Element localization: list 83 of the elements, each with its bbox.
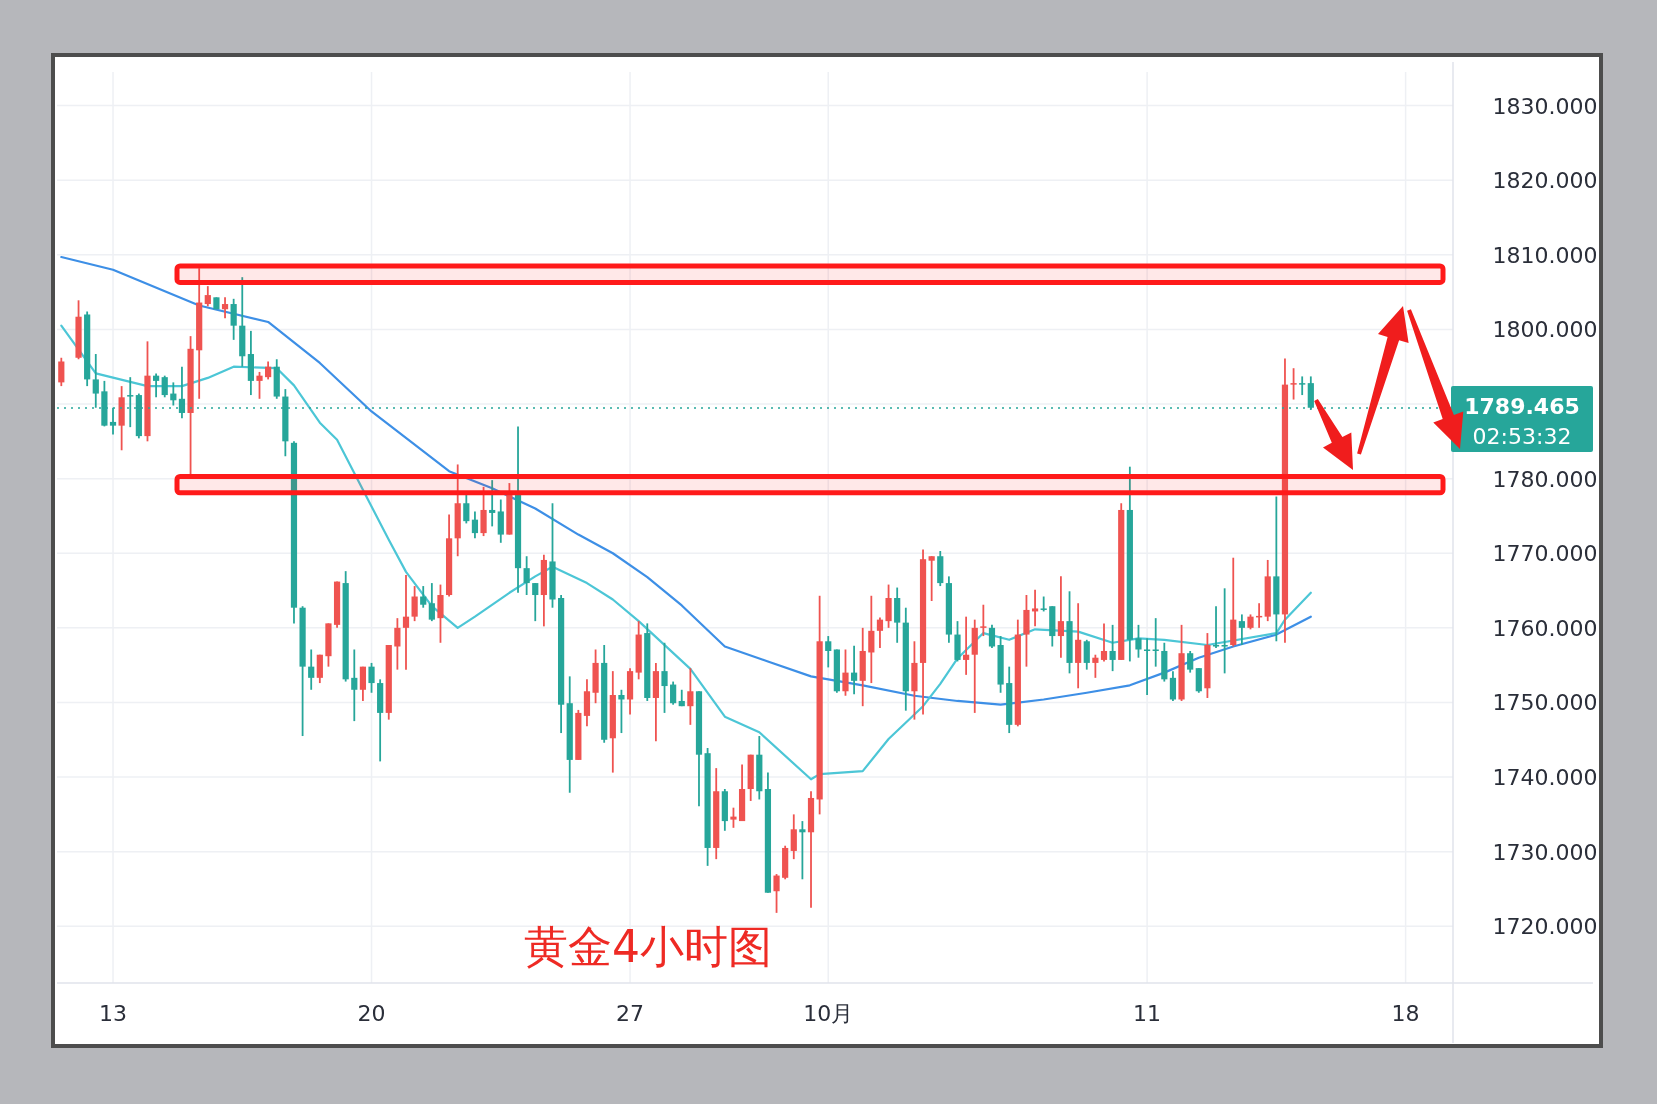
ref-line-label: 1789.465 — [1464, 394, 1580, 420]
candlestick — [1221, 587, 1228, 675]
candlestick — [790, 813, 797, 861]
y-tick-label: 1720.000 — [1492, 914, 1598, 940]
candlestick — [1100, 622, 1108, 663]
candlestick — [885, 583, 892, 629]
candlestick — [411, 585, 418, 623]
candlestick — [1057, 575, 1065, 659]
x-tick-label: 10月 — [803, 1001, 854, 1026]
candlestick — [730, 806, 737, 829]
candlestick — [471, 510, 479, 540]
candlestick — [868, 594, 875, 684]
candlestick — [308, 648, 315, 691]
y-tick-label: 1800.000 — [1492, 317, 1598, 343]
candlestick — [773, 873, 780, 914]
candlestick — [1109, 623, 1116, 673]
candlestick — [661, 641, 668, 714]
candlestick — [1187, 650, 1194, 674]
text: 02:53:32 — [1472, 424, 1572, 450]
x-tick-label: 18 — [1391, 1001, 1420, 1026]
y-tick-label: 1830.000 — [1492, 93, 1598, 119]
candlestick — [851, 644, 858, 696]
candlestick — [1212, 605, 1220, 649]
candlestick — [368, 662, 375, 694]
candlestick — [58, 356, 65, 388]
candlestick — [1290, 367, 1297, 401]
candlestick — [963, 615, 970, 676]
y-tick-label: 1810.000 — [1492, 242, 1598, 268]
candlestick — [1031, 588, 1039, 628]
candlestick — [497, 498, 504, 544]
y-tick-label: 1750.000 — [1492, 690, 1598, 716]
candlestick — [1135, 623, 1142, 659]
candlestick — [351, 648, 358, 723]
candlestick — [402, 573, 410, 671]
candlestick — [876, 616, 884, 649]
candlestick — [1238, 613, 1245, 646]
candlestick — [394, 617, 401, 671]
x-tick-label: 27 — [616, 1001, 645, 1026]
y-tick-label: 1730.000 — [1492, 839, 1598, 865]
candlestick — [842, 648, 849, 697]
x-tick-label: 11 — [1133, 1001, 1162, 1026]
y-tick-label: 1770.000 — [1492, 541, 1598, 567]
candlestick — [204, 285, 211, 308]
candlestick — [532, 582, 539, 623]
x-tick-label: 13 — [99, 1001, 128, 1026]
candlestick — [980, 603, 987, 637]
candlestick — [161, 374, 168, 399]
y-tick-label: 1820.000 — [1492, 168, 1598, 194]
y-tick-label: 1740.000 — [1492, 765, 1598, 791]
candlestick — [1075, 602, 1082, 690]
line-series — [60, 324, 1312, 781]
candlestick — [1143, 637, 1151, 696]
candlestick — [1299, 375, 1306, 396]
candlestick — [1152, 617, 1159, 668]
candlestick — [1169, 670, 1177, 702]
candlestick — [799, 820, 806, 881]
candlestick — [480, 485, 487, 537]
candlestick — [988, 623, 996, 649]
x-tick-label: 20 — [357, 1001, 386, 1026]
candlestick — [618, 688, 625, 734]
candlestick — [230, 297, 237, 341]
candlestick — [1083, 638, 1090, 671]
text: 黄金4小时图 — [524, 921, 772, 972]
candlestick — [523, 555, 530, 596]
candlestick — [256, 371, 263, 400]
y-tick-label: 1760.000 — [1492, 615, 1598, 641]
candlestick — [928, 555, 935, 602]
candlestick — [670, 680, 677, 706]
candlestick — [420, 585, 427, 609]
candlestick — [437, 583, 444, 644]
candlestick — [428, 582, 435, 623]
line-series — [60, 255, 1312, 706]
candlestick — [489, 479, 496, 528]
candlestick — [1092, 653, 1099, 679]
candlestick — [359, 665, 367, 702]
candlestick — [153, 372, 160, 399]
y-tick-label: 1780.000 — [1492, 466, 1598, 492]
candlestick — [687, 667, 694, 726]
candlestick — [825, 635, 832, 669]
candlestick — [1195, 667, 1202, 694]
candlestick — [316, 653, 323, 684]
candlestick — [221, 296, 229, 320]
candlestick — [463, 494, 470, 525]
